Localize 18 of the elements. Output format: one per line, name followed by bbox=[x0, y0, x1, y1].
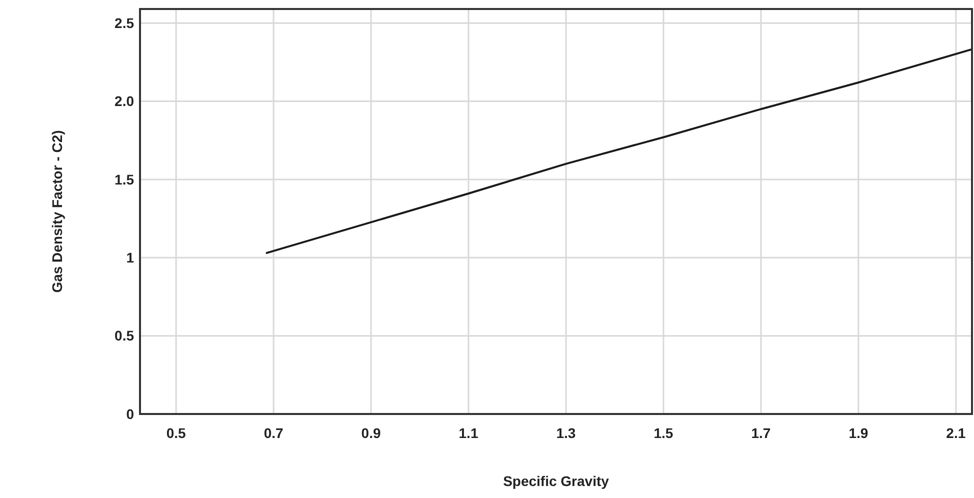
x-tick-label: 1.5 bbox=[654, 425, 674, 441]
y-tick-label: 1 bbox=[126, 250, 134, 266]
x-tick-label: 1.7 bbox=[751, 425, 771, 441]
x-tick-label: 0.5 bbox=[166, 425, 186, 441]
x-tick-label: 0.9 bbox=[361, 425, 381, 441]
y-tick-label: 2.5 bbox=[114, 14, 134, 31]
x-tick-label: 1.1 bbox=[458, 425, 478, 441]
x-axis-title: Specific Gravity bbox=[503, 473, 610, 489]
x-tick-label: 1.9 bbox=[848, 425, 868, 441]
x-tick-label: 2.1 bbox=[946, 425, 966, 441]
y-tick-label: 2.0 bbox=[114, 93, 134, 110]
x-tick-label: 0.7 bbox=[264, 425, 284, 441]
y-axis-title: Gas Density Factor - C2) bbox=[49, 130, 65, 293]
line-series bbox=[266, 48, 972, 254]
y-tick-label: 0 bbox=[126, 406, 134, 422]
x-tick-label: 1.3 bbox=[556, 425, 576, 441]
y-tick-label: 0.5 bbox=[114, 328, 134, 344]
y-tick-label: 1.5 bbox=[114, 171, 134, 188]
